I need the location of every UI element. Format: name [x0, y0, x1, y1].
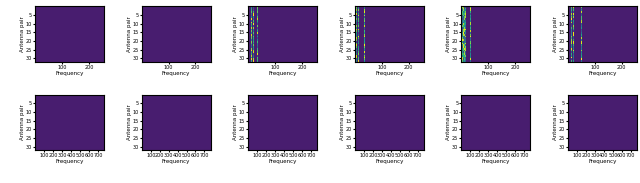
Y-axis label: Antenna pair: Antenna pair [340, 104, 345, 140]
X-axis label: Frequency: Frequency [588, 159, 616, 164]
Y-axis label: Antenna pair: Antenna pair [340, 16, 345, 52]
X-axis label: Frequency: Frequency [588, 70, 616, 76]
Y-axis label: Antenna pair: Antenna pair [20, 104, 25, 140]
X-axis label: Frequency: Frequency [56, 159, 84, 164]
X-axis label: Frequency: Frequency [482, 159, 510, 164]
Y-axis label: Antenna pair: Antenna pair [553, 16, 558, 52]
X-axis label: Frequency: Frequency [162, 159, 190, 164]
X-axis label: Frequency: Frequency [162, 70, 190, 76]
Y-axis label: Antenna pair: Antenna pair [233, 104, 238, 140]
X-axis label: Frequency: Frequency [375, 70, 403, 76]
X-axis label: Frequency: Frequency [269, 70, 297, 76]
Y-axis label: Antenna pair: Antenna pair [446, 16, 451, 52]
X-axis label: Frequency: Frequency [56, 70, 84, 76]
Y-axis label: Antenna pair: Antenna pair [20, 16, 25, 52]
Y-axis label: Antenna pair: Antenna pair [233, 16, 238, 52]
Y-axis label: Antenna pair: Antenna pair [127, 16, 132, 52]
Y-axis label: Antenna pair: Antenna pair [127, 104, 132, 140]
X-axis label: Frequency: Frequency [482, 70, 510, 76]
Y-axis label: Antenna pair: Antenna pair [553, 104, 558, 140]
Y-axis label: Antenna pair: Antenna pair [446, 104, 451, 140]
X-axis label: Frequency: Frequency [375, 159, 403, 164]
X-axis label: Frequency: Frequency [269, 159, 297, 164]
